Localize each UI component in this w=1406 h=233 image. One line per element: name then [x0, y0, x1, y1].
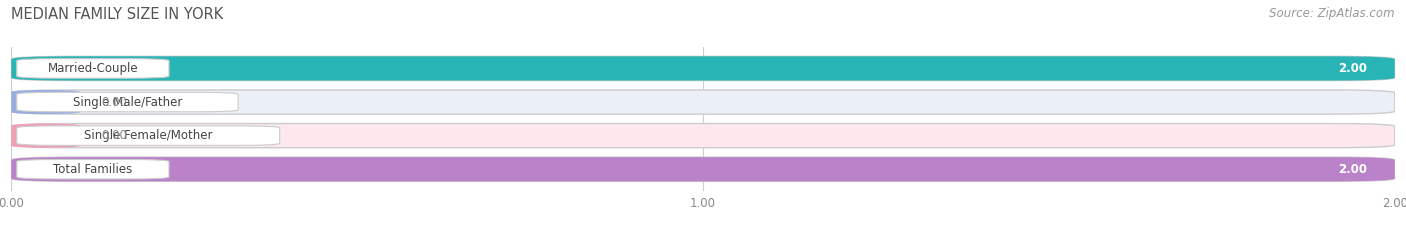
- FancyBboxPatch shape: [17, 126, 280, 145]
- FancyBboxPatch shape: [11, 157, 1395, 181]
- Text: 0.00: 0.00: [101, 129, 127, 142]
- FancyBboxPatch shape: [11, 90, 80, 114]
- Text: Single Female/Mother: Single Female/Mother: [84, 129, 212, 142]
- Text: MEDIAN FAMILY SIZE IN YORK: MEDIAN FAMILY SIZE IN YORK: [11, 7, 224, 22]
- FancyBboxPatch shape: [11, 123, 80, 148]
- Text: Married-Couple: Married-Couple: [48, 62, 138, 75]
- Text: 2.00: 2.00: [1339, 163, 1367, 176]
- FancyBboxPatch shape: [11, 56, 1395, 81]
- FancyBboxPatch shape: [17, 59, 169, 78]
- Text: 0.00: 0.00: [101, 96, 127, 109]
- Text: Source: ZipAtlas.com: Source: ZipAtlas.com: [1270, 7, 1395, 20]
- Text: Single Male/Father: Single Male/Father: [73, 96, 183, 109]
- FancyBboxPatch shape: [17, 159, 169, 179]
- FancyBboxPatch shape: [11, 90, 1395, 114]
- FancyBboxPatch shape: [11, 123, 1395, 148]
- FancyBboxPatch shape: [11, 157, 1395, 181]
- FancyBboxPatch shape: [17, 92, 238, 112]
- Text: Total Families: Total Families: [53, 163, 132, 176]
- Text: 2.00: 2.00: [1339, 62, 1367, 75]
- FancyBboxPatch shape: [11, 56, 1395, 81]
